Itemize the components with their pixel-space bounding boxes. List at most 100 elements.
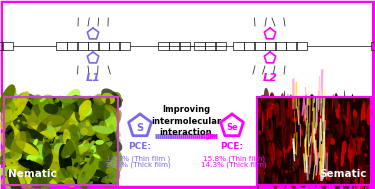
Ellipse shape: [322, 122, 325, 131]
Ellipse shape: [101, 174, 119, 183]
Ellipse shape: [72, 139, 83, 146]
Ellipse shape: [288, 94, 293, 118]
Ellipse shape: [101, 127, 105, 132]
Ellipse shape: [50, 158, 62, 171]
Ellipse shape: [14, 143, 20, 148]
Ellipse shape: [0, 120, 11, 131]
Ellipse shape: [17, 141, 24, 151]
Ellipse shape: [102, 165, 112, 172]
Ellipse shape: [318, 108, 319, 122]
Ellipse shape: [281, 105, 286, 128]
Ellipse shape: [4, 112, 11, 125]
Ellipse shape: [80, 107, 90, 121]
Ellipse shape: [92, 96, 102, 109]
Ellipse shape: [60, 129, 74, 141]
Ellipse shape: [334, 165, 339, 189]
Ellipse shape: [90, 140, 95, 145]
Ellipse shape: [38, 161, 41, 164]
Ellipse shape: [8, 141, 10, 144]
Ellipse shape: [261, 163, 266, 167]
Ellipse shape: [279, 144, 280, 147]
Ellipse shape: [366, 169, 368, 183]
Ellipse shape: [33, 96, 48, 120]
Ellipse shape: [82, 96, 91, 102]
Ellipse shape: [87, 119, 89, 122]
Ellipse shape: [40, 103, 45, 109]
Ellipse shape: [39, 100, 47, 108]
Ellipse shape: [21, 105, 32, 115]
Ellipse shape: [36, 96, 58, 108]
Ellipse shape: [8, 168, 19, 178]
Ellipse shape: [292, 177, 296, 189]
Ellipse shape: [17, 131, 26, 150]
Ellipse shape: [97, 126, 109, 138]
Ellipse shape: [79, 161, 97, 174]
Ellipse shape: [100, 131, 102, 133]
Ellipse shape: [334, 152, 336, 163]
Ellipse shape: [0, 85, 15, 112]
Ellipse shape: [0, 132, 14, 154]
Bar: [56, 42, 67, 50]
Ellipse shape: [35, 144, 45, 155]
Ellipse shape: [66, 118, 68, 120]
Ellipse shape: [344, 115, 347, 121]
Ellipse shape: [345, 123, 350, 137]
Ellipse shape: [81, 123, 89, 132]
Ellipse shape: [335, 156, 338, 159]
Ellipse shape: [328, 105, 331, 120]
Ellipse shape: [1, 149, 16, 171]
Ellipse shape: [318, 171, 320, 181]
Ellipse shape: [79, 115, 83, 118]
Ellipse shape: [356, 98, 358, 101]
Ellipse shape: [67, 116, 69, 120]
Ellipse shape: [270, 144, 274, 161]
Ellipse shape: [14, 140, 21, 144]
Ellipse shape: [93, 98, 96, 99]
Ellipse shape: [5, 128, 12, 130]
Ellipse shape: [85, 148, 104, 170]
Ellipse shape: [74, 144, 104, 156]
Bar: [98, 42, 109, 50]
Bar: [215, 42, 226, 50]
Ellipse shape: [61, 142, 68, 149]
Ellipse shape: [18, 98, 27, 101]
Ellipse shape: [260, 166, 264, 184]
Bar: [254, 42, 265, 50]
Ellipse shape: [300, 135, 304, 160]
Ellipse shape: [50, 148, 66, 161]
Ellipse shape: [45, 149, 63, 162]
Ellipse shape: [44, 143, 49, 147]
Ellipse shape: [110, 157, 120, 167]
Ellipse shape: [346, 118, 350, 126]
Ellipse shape: [299, 167, 302, 187]
Ellipse shape: [54, 136, 64, 157]
Ellipse shape: [339, 105, 343, 119]
Ellipse shape: [66, 140, 80, 174]
Ellipse shape: [76, 168, 84, 175]
Ellipse shape: [50, 143, 54, 145]
Ellipse shape: [38, 161, 51, 189]
Ellipse shape: [8, 119, 10, 120]
Ellipse shape: [5, 103, 16, 113]
Ellipse shape: [45, 143, 63, 174]
Text: 14.3% (Thick film): 14.3% (Thick film): [201, 162, 267, 169]
Ellipse shape: [320, 163, 322, 168]
Ellipse shape: [106, 152, 113, 156]
Ellipse shape: [85, 154, 94, 167]
Ellipse shape: [12, 140, 20, 150]
Ellipse shape: [358, 135, 362, 147]
Ellipse shape: [57, 177, 66, 184]
Ellipse shape: [296, 110, 301, 121]
Ellipse shape: [352, 171, 354, 189]
Ellipse shape: [88, 172, 90, 174]
Ellipse shape: [54, 143, 67, 156]
Ellipse shape: [77, 113, 85, 125]
Ellipse shape: [305, 164, 309, 168]
Ellipse shape: [6, 153, 12, 161]
Ellipse shape: [52, 121, 54, 123]
Ellipse shape: [34, 117, 54, 129]
Ellipse shape: [26, 175, 33, 187]
Ellipse shape: [20, 176, 28, 185]
Ellipse shape: [260, 136, 264, 145]
Ellipse shape: [282, 160, 285, 176]
